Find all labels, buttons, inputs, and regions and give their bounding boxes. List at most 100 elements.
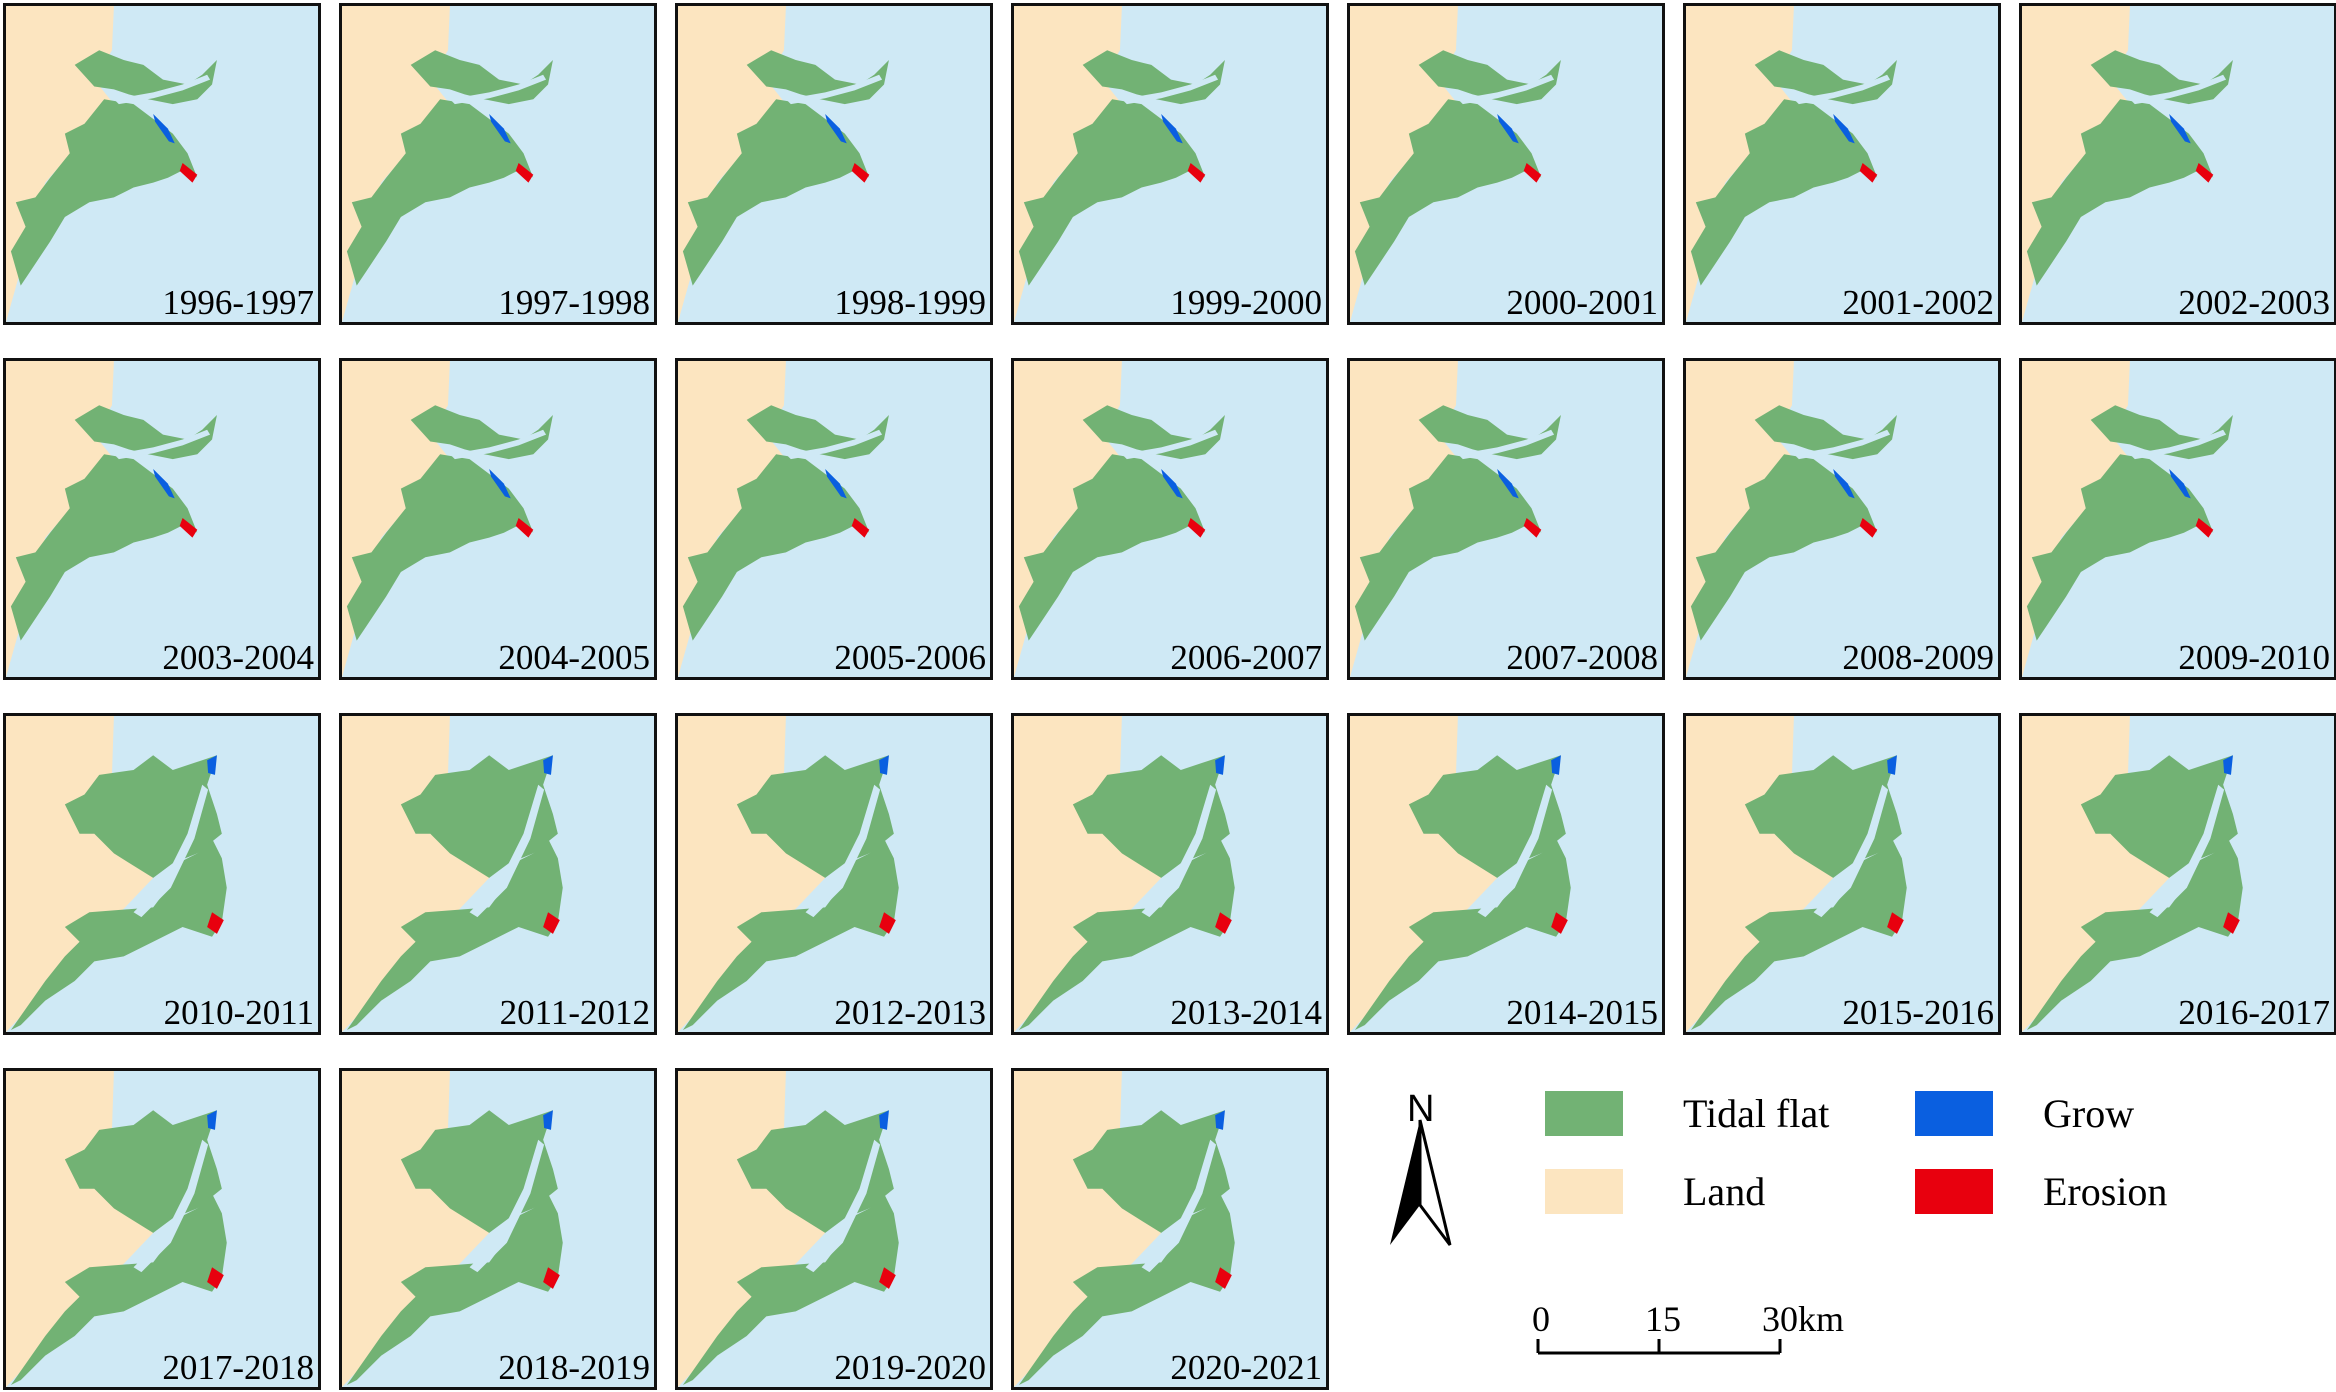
grow-patch (1215, 755, 1225, 775)
map-canvas (6, 6, 217, 322)
panel-year-label: 1999-2000 (1170, 283, 1322, 322)
legend-tidal-flat: Tidal flat (1545, 1090, 1829, 1137)
tidal-flat-south (10, 454, 198, 641)
erosion-patch (851, 518, 870, 538)
erosion-patch (879, 1267, 896, 1289)
panel-year-label: 2013-2014 (1170, 993, 1322, 1032)
panel-year-label: 2018-2019 (498, 1348, 650, 1387)
land-area (1014, 6, 1122, 322)
tidal-flat-south (1690, 454, 1878, 641)
map-canvas (342, 1071, 563, 1387)
tidal-flat-south (346, 838, 563, 1030)
land-area (342, 716, 490, 1032)
tidal-flat-south (1354, 454, 1542, 641)
map-panel: 2017-2018 (3, 1068, 321, 1390)
map-canvas (678, 361, 889, 677)
channel (1457, 429, 1555, 460)
scale-label-end: 30km (1762, 1299, 1845, 1339)
erosion-patch (1859, 163, 1878, 183)
map-panel: 2018-2019 (339, 1068, 657, 1390)
map-panel: 2007-2008 (1347, 358, 1665, 680)
map-panel: 2011-2012 (339, 713, 657, 1035)
map-canvas (342, 6, 553, 322)
map-canvas (678, 1071, 899, 1387)
channel (2129, 429, 2227, 460)
map-panel: 2015-2016 (1683, 713, 2001, 1035)
tidal-flat-south (346, 99, 534, 286)
map-canvas (2022, 716, 2243, 1032)
map-panel: 2005-2006 (675, 358, 993, 680)
tidal-flat-south (682, 99, 870, 286)
panel-year-label: 2002-2003 (2178, 283, 2330, 322)
tidal-flat-south (10, 838, 227, 1030)
grow-patch (1887, 755, 1897, 775)
tidal-flat-south (1018, 838, 1235, 1030)
erosion-patch (1215, 912, 1232, 934)
panel-year-label: 2015-2016 (1842, 993, 1994, 1032)
grow-patch (2223, 755, 2233, 775)
land-area (2022, 716, 2170, 1032)
scale-label-zero: 0 (1532, 1299, 1550, 1339)
grow-patch (153, 113, 175, 144)
channel (113, 429, 211, 460)
tidal-flat-south (1018, 1193, 1235, 1385)
erosion-patch (179, 163, 198, 183)
grow-patch (207, 755, 217, 775)
channel (1121, 74, 1219, 105)
grow-patch (1833, 113, 1855, 144)
map-canvas (1014, 6, 1225, 322)
map-panel: 2009-2010 (2019, 358, 2336, 680)
panel-year-label: 2003-2004 (162, 638, 314, 677)
grow-patch (825, 468, 847, 499)
panel-year-label: 2016-2017 (2178, 993, 2330, 1032)
grow-patch (825, 113, 847, 144)
map-panel: 2016-2017 (2019, 713, 2336, 1035)
scale-label-mid: 15 (1645, 1299, 1681, 1339)
map-panel: 1996-1997 (3, 3, 321, 325)
north-arrow-icon (1390, 1119, 1452, 1246)
panel-year-label: 2012-2013 (834, 993, 986, 1032)
map-canvas (1350, 6, 1561, 322)
map-canvas (6, 1071, 227, 1387)
map-canvas (2022, 361, 2233, 677)
channel (1457, 74, 1555, 105)
grow-patch (2169, 113, 2191, 144)
map-panel: 2008-2009 (1683, 358, 2001, 680)
erosion-patch (1187, 163, 1206, 183)
channel (805, 784, 881, 918)
panel-year-label: 2000-2001 (1506, 283, 1658, 322)
land-area (1350, 361, 1458, 677)
channel (469, 1139, 545, 1273)
channel (1141, 1139, 1217, 1273)
erosion-patch (207, 912, 224, 934)
tidal-flat-south (1018, 99, 1206, 286)
erosion-patch (879, 912, 896, 934)
tidal-flat-south (1354, 99, 1542, 286)
map-panel: 2006-2007 (1011, 358, 1329, 680)
grow-swatch (1915, 1091, 1993, 1136)
land-area (342, 361, 450, 677)
legend-grow-label: Grow (2043, 1091, 2135, 1136)
erosion-patch (543, 1267, 560, 1289)
erosion-patch (1523, 163, 1542, 183)
map-panel: 2002-2003 (2019, 3, 2336, 325)
channel (785, 429, 883, 460)
tidal-flat-south (682, 1193, 899, 1385)
erosion-patch (207, 1267, 224, 1289)
land-area (1686, 361, 1794, 677)
map-canvas (1686, 361, 1897, 677)
map-panel: 2012-2013 (675, 713, 993, 1035)
tidal-flat-south (2026, 99, 2214, 286)
land-area (678, 361, 786, 677)
land-area (2022, 6, 2130, 322)
map-panel: 2010-2011 (3, 713, 321, 1035)
legend-erosion: Erosion (1915, 1168, 2167, 1215)
land-area (1350, 716, 1498, 1032)
channel (2129, 74, 2227, 105)
legend-grow: Grow (1915, 1090, 2134, 1137)
tidal-flat-south (1690, 99, 1878, 286)
map-panel: 2000-2001 (1347, 3, 1665, 325)
panel-year-label: 2007-2008 (1506, 638, 1658, 677)
erosion-patch (1859, 518, 1878, 538)
land-area (6, 716, 154, 1032)
